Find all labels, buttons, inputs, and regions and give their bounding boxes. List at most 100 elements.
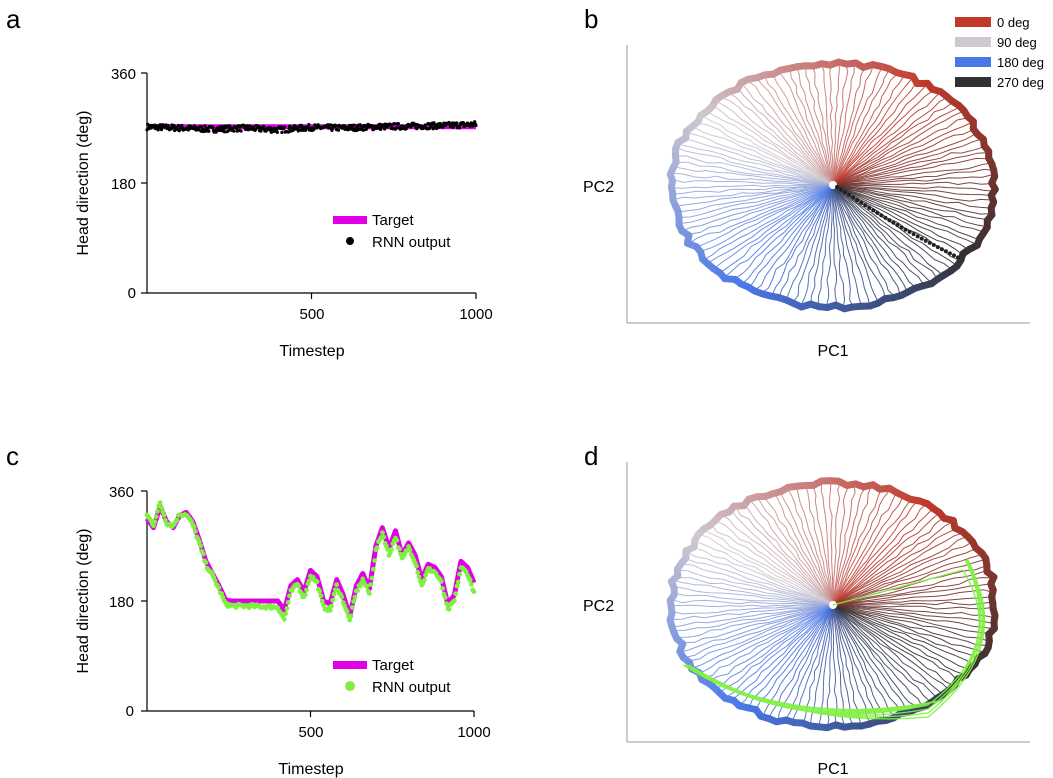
b-trajectory <box>734 184 834 280</box>
d-rnn-trajectory <box>682 559 986 720</box>
b-trajectory <box>746 79 834 186</box>
d-trajectory <box>734 505 834 606</box>
c-output-point <box>454 583 460 589</box>
c-ytick-360: 360 <box>109 484 134 501</box>
d-trajectory <box>832 589 992 606</box>
c-output-point <box>318 593 324 599</box>
c-output-point <box>364 583 370 589</box>
a-output-point <box>415 127 419 131</box>
d-trajectory <box>730 509 834 606</box>
b-trajectory <box>832 61 840 186</box>
b-highlight-point <box>899 225 904 230</box>
d-trajectory <box>679 569 834 606</box>
d-trajectory <box>832 604 838 727</box>
d-trajectory <box>832 604 958 680</box>
c-output-point <box>455 579 461 585</box>
d-trajectory <box>832 503 928 606</box>
b-trajectory <box>832 184 880 304</box>
a-output-point <box>382 127 387 131</box>
d-trajectory <box>832 604 955 687</box>
a-output-point <box>394 126 398 130</box>
d-trajectory <box>833 601 995 606</box>
b-trajectory <box>832 110 965 186</box>
b-trajectory <box>832 138 984 186</box>
d-trajectory <box>812 484 834 606</box>
c-output-point <box>158 505 164 510</box>
d-trajectory <box>672 604 834 632</box>
a-output-point <box>375 126 379 131</box>
d-trajectory <box>698 604 834 675</box>
b-trajectory <box>723 184 834 279</box>
b-trajectory <box>832 184 980 247</box>
c-xtick-500: 500 <box>298 724 323 741</box>
c-output-point <box>457 571 463 577</box>
c-y-label: Head direction (deg) <box>75 529 92 674</box>
b-trajectory <box>742 184 834 284</box>
d-trajectory <box>791 604 834 723</box>
c-output-point <box>349 605 355 610</box>
c-output-point <box>366 591 372 596</box>
d-trajectory <box>832 604 987 654</box>
b-trajectory <box>832 184 991 215</box>
b-trajectory <box>832 184 994 192</box>
b-trajectory <box>713 105 834 186</box>
d-trajectory <box>832 532 965 606</box>
b-trajectory <box>832 96 949 186</box>
c-output-point <box>296 583 302 589</box>
d-trajectory <box>711 525 834 606</box>
d-trajectory <box>832 489 882 606</box>
c-output-point <box>451 598 457 604</box>
d-trajectory <box>719 513 834 606</box>
b-highlight-point <box>927 240 932 245</box>
b-trajectory <box>832 184 979 241</box>
a-ytick-180: 180 <box>111 176 136 193</box>
d-trajectory <box>832 604 932 704</box>
a-legend-target-swatch <box>333 216 367 224</box>
d-trajectory <box>832 604 997 625</box>
b-highlight-point <box>915 234 920 239</box>
b-trajectory <box>832 174 994 186</box>
d-trajectory <box>832 569 989 606</box>
a-output-point <box>441 125 445 129</box>
c-output-point <box>372 558 377 564</box>
b-trajectory <box>715 100 834 186</box>
b-trajectory <box>832 63 875 186</box>
d-trajectory <box>696 541 834 606</box>
a-output-point <box>176 123 181 128</box>
b-trajectory <box>683 137 834 186</box>
b-trajectory <box>671 184 834 195</box>
d-trajectory <box>686 551 834 606</box>
c-output-point <box>381 534 387 540</box>
b-trajectory <box>679 184 834 224</box>
panel-c: 360 180 0 500 1000 Timestep Head directi… <box>75 484 491 778</box>
b-trajectory <box>677 161 834 186</box>
d-trajectory <box>832 510 942 606</box>
c-output-point <box>360 576 366 582</box>
c-output-point <box>453 591 459 597</box>
d-trajectory <box>832 487 866 606</box>
a-output-point <box>312 127 316 131</box>
b-trajectory <box>738 88 834 186</box>
b-trajectory <box>779 184 834 298</box>
c-output-point <box>174 517 180 523</box>
d-fixed-point-ring <box>923 500 937 512</box>
b-trajectory <box>753 184 834 292</box>
d-trajectory <box>703 530 834 606</box>
panel-letter-b: b <box>584 4 598 34</box>
b-trajectory <box>785 184 834 300</box>
b-trajectory <box>832 184 938 279</box>
c-output-point <box>467 577 473 583</box>
panel-letter-c: c <box>6 441 19 471</box>
b-trajectory <box>771 184 834 297</box>
b-trajectory <box>697 122 834 186</box>
b-trajectory <box>832 91 942 186</box>
b-trajectory <box>671 178 834 186</box>
d-trajectory <box>692 604 834 669</box>
d-trajectory <box>803 604 834 723</box>
c-output-point <box>151 523 156 529</box>
b-highlight-point <box>847 192 852 197</box>
d-trajectory <box>714 519 834 606</box>
panel-letter-d: d <box>584 441 598 471</box>
b-trajectory <box>763 73 834 186</box>
